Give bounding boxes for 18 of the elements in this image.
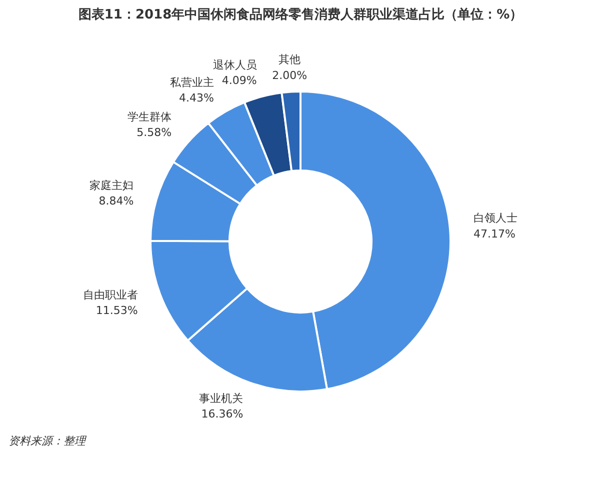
slice-label: 自由职业者 <box>82 288 138 302</box>
chart-title: 图表11：2018年中国休闲食品网络零售消费人群职业渠道占比（单位：%） <box>78 6 523 22</box>
slice-label: 白领人士 <box>474 212 518 225</box>
data-label: 11.53% <box>96 304 138 317</box>
text: 资料来源：整理 <box>8 434 88 448</box>
data-label: 4.09% <box>222 74 257 88</box>
slice-label: 家庭主妇 <box>90 178 134 192</box>
data-label: 8.84% <box>98 194 134 208</box>
data-label: 16.36% <box>201 407 244 420</box>
slice-label: 事业机关 <box>199 392 244 405</box>
data-label: 2.00% <box>272 68 308 82</box>
slice-label: 学生群体 <box>128 110 172 124</box>
slice-label: 其他 <box>278 53 301 66</box>
slice-label: 私营业主 <box>170 76 214 90</box>
data-label: 5.58% <box>136 126 172 139</box>
slice-label: 退休人员 <box>212 58 257 72</box>
data-label: 47.17% <box>474 227 516 240</box>
data-label: 4.43% <box>178 92 214 105</box>
